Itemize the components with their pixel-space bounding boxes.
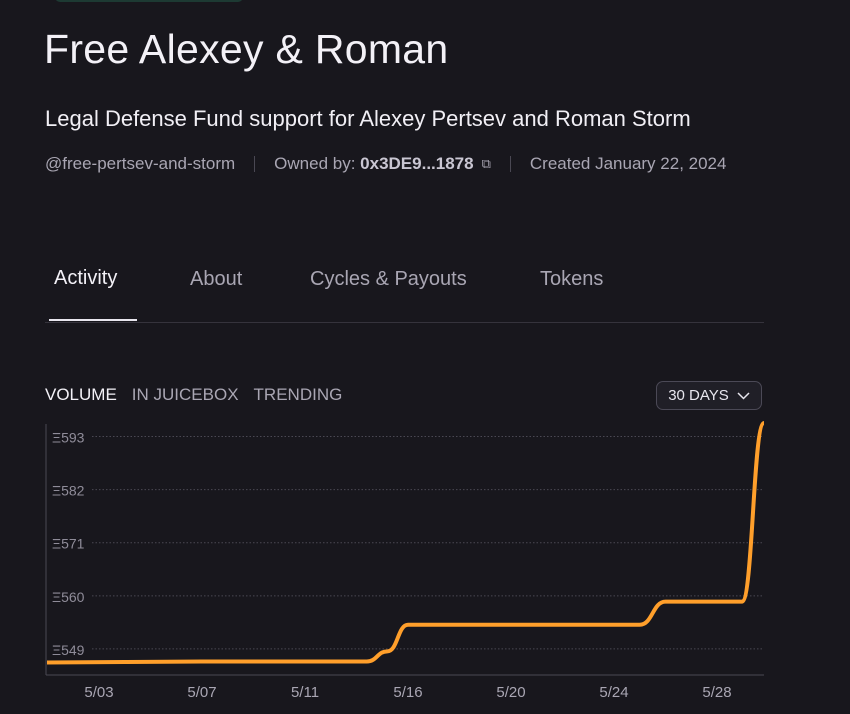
y-tick-label: Ξ560 [52, 589, 85, 605]
copy-icon[interactable]: ⧉ [481, 156, 491, 171]
x-tick-label: 5/24 [599, 684, 628, 701]
owner-address[interactable]: 0x3DE9...1878 [360, 154, 474, 173]
divider [509, 156, 511, 172]
range-value: 30 DAYS [668, 387, 729, 404]
chart-tab-volume[interactable]: VOLUME [45, 385, 117, 404]
tab-cycles-payouts[interactable]: Cycles & Payouts [310, 268, 467, 290]
x-tick-label: 5/03 [84, 684, 113, 701]
project-handle: @free-pertsev-and-storm [45, 154, 236, 173]
divider [254, 156, 256, 172]
page-title: Free Alexey & Roman [44, 26, 449, 72]
created-date: Created January 22, 2024 [529, 154, 727, 173]
x-tick-label: 5/07 [187, 684, 216, 701]
x-tick-label: 5/16 [393, 684, 422, 701]
x-tick-label: 5/20 [496, 684, 525, 701]
tab-activity[interactable]: Activity [54, 267, 118, 289]
chart-tab-in-juicebox[interactable]: IN JUICEBOX [131, 385, 239, 404]
y-tick-label: Ξ549 [52, 642, 85, 658]
active-tab-indicator [49, 319, 137, 321]
project-meta: @free-pertsev-and-storm Owned by: 0x3DE9… [45, 154, 726, 174]
top-badge [55, 0, 243, 2]
y-tick-label: Ξ571 [52, 536, 85, 552]
chart-tabs: VOLUME IN JUICEBOX TRENDING [45, 385, 342, 405]
owner-label: Owned by: [274, 154, 356, 173]
project-tabs: Activity About Cycles & Payouts Tokens [45, 262, 764, 323]
chart-tab-trending[interactable]: TRENDING [253, 385, 343, 404]
y-tick-label: Ξ593 [52, 429, 85, 445]
x-tick-label: 5/28 [702, 684, 731, 701]
range-selector[interactable]: 30 DAYS [656, 381, 762, 410]
tab-about[interactable]: About [190, 268, 243, 290]
project-description: Legal Defense Fund support for Alexey Pe… [45, 106, 691, 131]
chevron-down-icon [737, 391, 750, 400]
y-tick-label: Ξ582 [52, 483, 85, 499]
tab-tokens[interactable]: Tokens [540, 268, 604, 290]
x-tick-label: 5/11 [291, 684, 319, 701]
